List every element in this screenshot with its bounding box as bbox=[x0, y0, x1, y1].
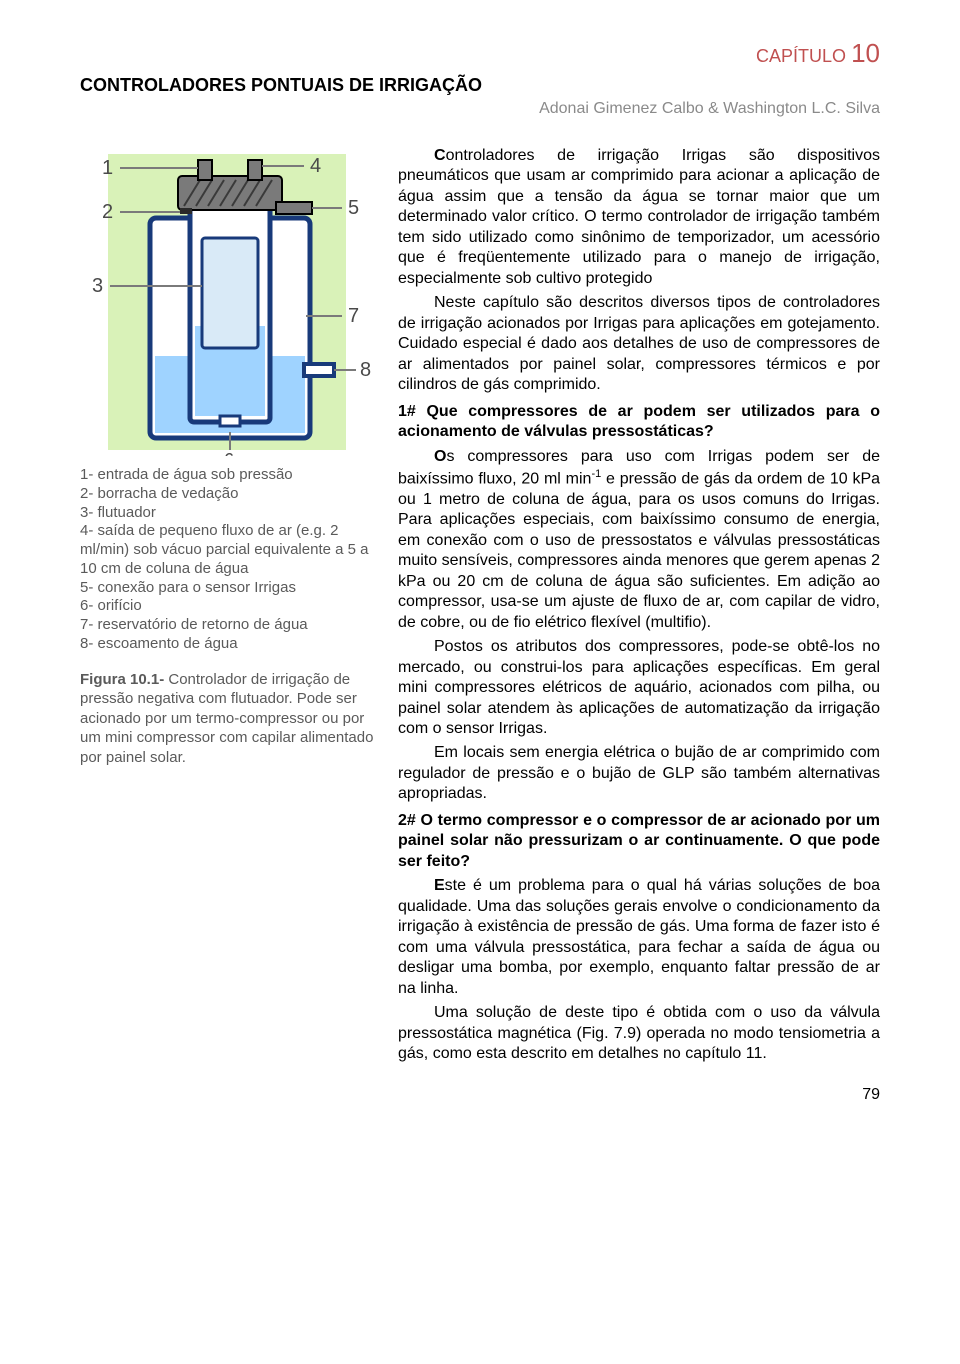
fig-label-6: 6 bbox=[224, 450, 234, 456]
fig-label-3: 3 bbox=[92, 275, 103, 297]
paragraph: Os compressores para uso com Irrigas pod… bbox=[398, 447, 880, 634]
fig-label-2: 2 bbox=[102, 201, 113, 223]
paragraph-text: Em locais sem energia elétrica o bujão d… bbox=[398, 744, 880, 802]
paragraph-text: Postos os atributos dos compressores, po… bbox=[398, 638, 880, 737]
authors: Adonai Gimenez Calbo & Washington L.C. S… bbox=[80, 100, 880, 118]
question-heading: 2# O termo compressor e o compressor de … bbox=[398, 811, 880, 872]
paragraph-text: Neste capítulo são descritos diversos ti… bbox=[398, 294, 880, 393]
superscript: -1 bbox=[591, 468, 601, 480]
dropcap: E bbox=[434, 877, 445, 894]
legend-item: 2- borracha de vedação bbox=[80, 485, 380, 504]
legend-item: 5- conexão para o sensor Irrigas bbox=[80, 579, 380, 598]
fig-label-8: 8 bbox=[360, 359, 371, 381]
question-heading: 1# Que compressores de ar podem ser util… bbox=[398, 402, 880, 443]
legend-item: 4- saída de pequeno fluxo de ar (e.g. 2 … bbox=[80, 522, 380, 578]
paragraph: Uma solução de deste tipo é obtida com o… bbox=[398, 1003, 880, 1064]
fig-label-4: 4 bbox=[310, 155, 321, 177]
legend-item: 6- orifício bbox=[80, 597, 380, 616]
figure-10-1: 1 2 3 4 5 6 7 8 1- entrada de água sob p… bbox=[80, 146, 380, 767]
paragraph: Postos os atributos dos compressores, po… bbox=[398, 637, 880, 739]
page-number: 79 bbox=[80, 1086, 880, 1104]
figure-caption: Figura 10.1- Controlador de irrigação de… bbox=[80, 670, 380, 768]
legend-item: 8- escoamento de água bbox=[80, 635, 380, 654]
chapter-number: 10 bbox=[851, 38, 880, 68]
figure-column: 1 2 3 4 5 6 7 8 1- entrada de água sob p… bbox=[80, 146, 380, 1068]
diagram-svg: 1 2 3 4 5 6 7 8 bbox=[80, 146, 380, 456]
legend-item: 1- entrada de água sob pressão bbox=[80, 466, 380, 485]
chapter-word: CAPÍTULO bbox=[756, 46, 846, 66]
fig-label-7: 7 bbox=[348, 305, 359, 327]
paragraph-text: ste é um problema para o qual há várias … bbox=[398, 877, 880, 996]
legend-item: 7- reservatório de retorno de água bbox=[80, 616, 380, 635]
paragraph-text: Uma solução de deste tipo é obtida com o… bbox=[398, 1004, 880, 1062]
paragraph: Em locais sem energia elétrica o bujão d… bbox=[398, 743, 880, 804]
paragraph: Este é um problema para o qual há várias… bbox=[398, 876, 880, 999]
paragraph-text: e pressão de gás da ordem de 10 kPa ou 1… bbox=[398, 470, 880, 630]
fig-label-1: 1 bbox=[102, 157, 113, 179]
page: CAPÍTULO 10 CONTROLADORES PONTUAIS DE IR… bbox=[0, 0, 960, 1134]
paragraph: Controladores de irrigação Irrigas são d… bbox=[398, 146, 880, 289]
page-title: CONTROLADORES PONTUAIS DE IRRIGAÇÃO bbox=[80, 75, 880, 96]
chapter-label: CAPÍTULO 10 bbox=[80, 38, 880, 69]
legend-item: 3- flutuador bbox=[80, 504, 380, 523]
two-column-layout: 1 2 3 4 5 6 7 8 1- entrada de água sob p… bbox=[80, 146, 880, 1068]
paragraph-text: ontroladores de irrigação Irrigas são di… bbox=[398, 147, 880, 287]
caption-bold: Figura 10.1- bbox=[80, 671, 164, 688]
dropcap: C bbox=[434, 147, 446, 164]
body-text: Controladores de irrigação Irrigas são d… bbox=[398, 146, 880, 1068]
diagram-svg-wrap: 1 2 3 4 5 6 7 8 bbox=[80, 146, 380, 456]
dropcap: O bbox=[434, 448, 446, 465]
paragraph: Neste capítulo são descritos diversos ti… bbox=[398, 293, 880, 395]
figure-legend: 1- entrada de água sob pressão 2- borrac… bbox=[80, 466, 380, 654]
fig-label-5: 5 bbox=[348, 197, 359, 219]
